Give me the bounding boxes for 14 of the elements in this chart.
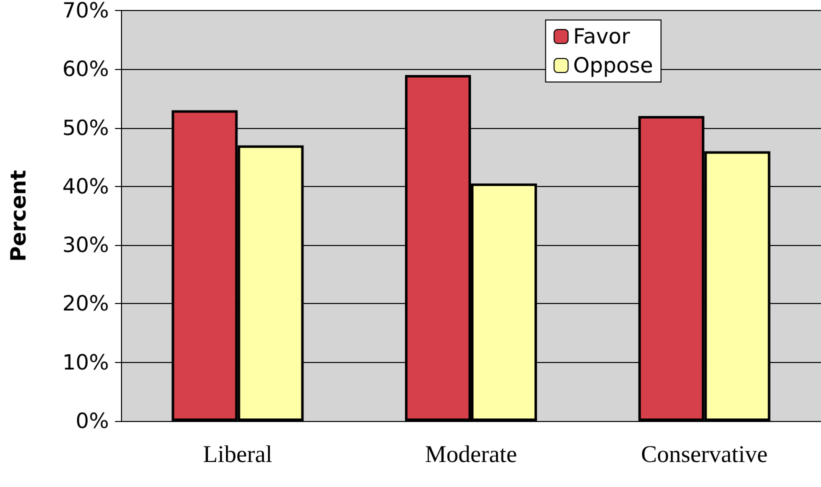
y-tick-label: 20% <box>62 292 109 316</box>
x-tick-label: Conservative <box>641 442 768 468</box>
legend-label: Favor <box>573 24 630 48</box>
x-tick-label: Liberal <box>203 442 273 468</box>
y-tick-label: 70% <box>62 0 109 22</box>
y-axis-title: Percent <box>6 170 30 262</box>
y-tick-label: 10% <box>62 350 109 374</box>
y-tick-label: 0% <box>76 409 109 433</box>
y-tick-label: 50% <box>62 116 109 140</box>
y-tick-label: 60% <box>62 57 109 82</box>
y-tick-label: 30% <box>62 233 109 258</box>
x-tick-label: Moderate <box>425 442 517 468</box>
legend-label: Oppose <box>573 54 654 78</box>
y-tick-label: 40% <box>62 174 109 198</box>
